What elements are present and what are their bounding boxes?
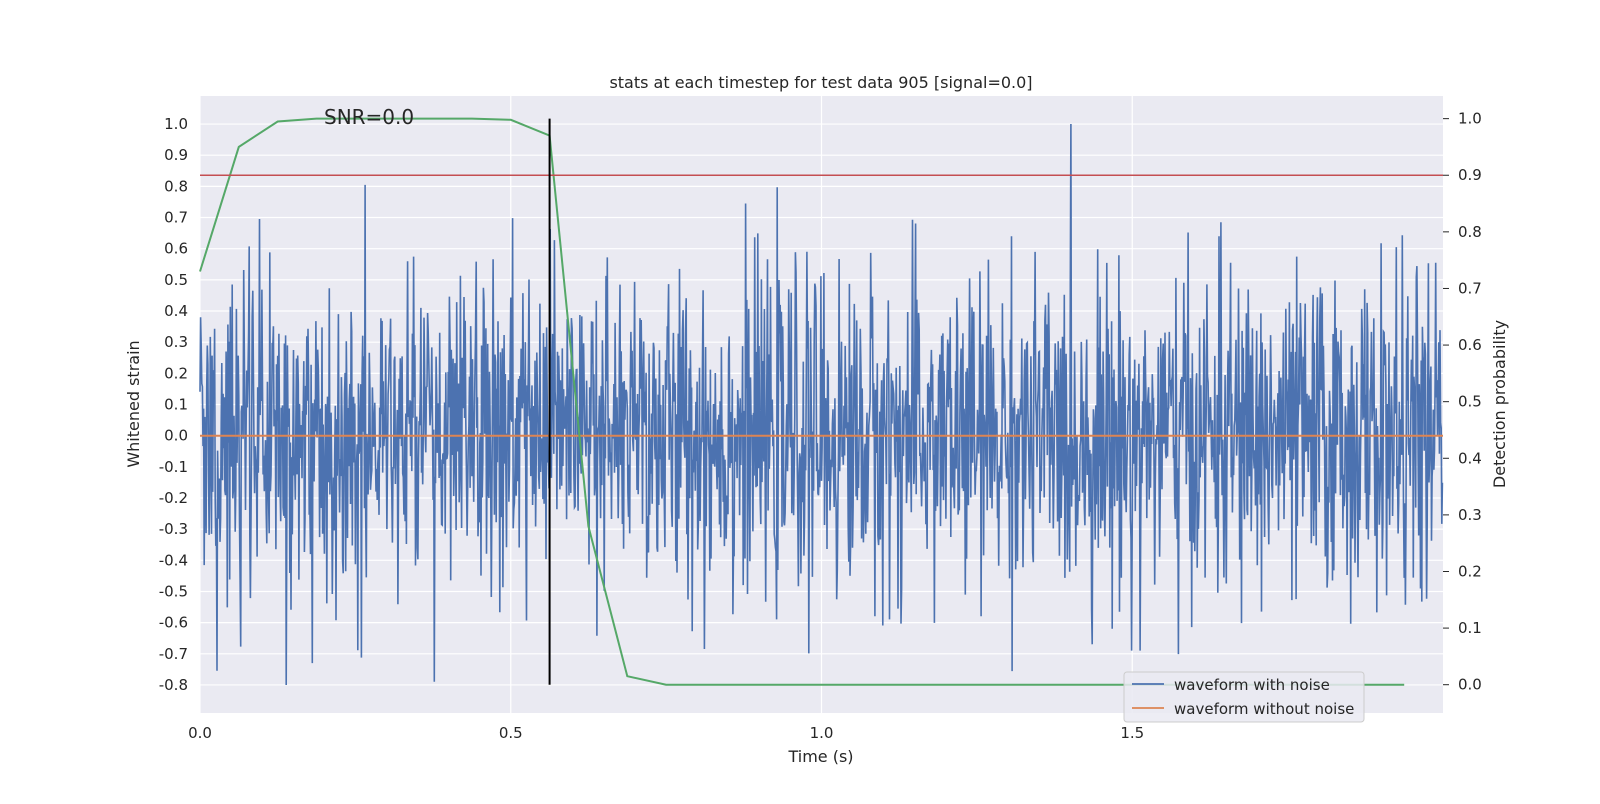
- right-axis-ticks: 1.0 0.9 0.8 0.7 0.6 0.5 0.4 0.3 0.2 0.1 0.0: [1443, 110, 1482, 694]
- left-tick-label: 0.1: [164, 396, 188, 414]
- right-tick-label: 1.0: [1458, 110, 1482, 128]
- series-detection-probability: [199, 117, 1405, 686]
- left-tick-label: -0.8: [159, 676, 188, 694]
- legend-label-clean: waveform without noise: [1174, 700, 1354, 718]
- left-tick-label: 0.2: [164, 364, 188, 382]
- x-axis-ticks: 0.0 0.5 1.0 1.5: [188, 724, 1144, 742]
- x-tick-label: 0.5: [499, 724, 523, 742]
- series-noisy-waveform: [199, 123, 1444, 686]
- left-tick-label: 1.0: [164, 115, 188, 133]
- right-tick-label: 0.9: [1458, 166, 1482, 184]
- x-tick-label: 1.5: [1120, 724, 1144, 742]
- left-tick-label: 0.8: [164, 177, 188, 195]
- left-tick-label: 0.9: [164, 146, 188, 164]
- left-tick-label: 0.4: [164, 302, 188, 320]
- chart-title: stats at each timestep for test data 905…: [609, 73, 1032, 92]
- right-tick-label: 0.2: [1458, 562, 1482, 580]
- x-tick-label: 1.0: [810, 724, 834, 742]
- right-tick-label: 0.0: [1458, 676, 1482, 694]
- right-tick-label: 0.5: [1458, 393, 1482, 411]
- series-layer: [199, 117, 1444, 686]
- right-tick-label: 0.3: [1458, 506, 1482, 524]
- left-tick-label: -0.3: [159, 520, 188, 538]
- left-tick-label: -0.6: [159, 614, 188, 632]
- right-tick-label: 0.6: [1458, 336, 1482, 354]
- right-tick-label: 0.7: [1458, 279, 1482, 297]
- x-axis-label: Time (s): [787, 747, 853, 766]
- right-tick-label: 0.1: [1458, 619, 1482, 637]
- left-tick-label: 0.3: [164, 333, 188, 351]
- left-tick-label: -0.1: [159, 458, 188, 476]
- left-tick-label: -0.2: [159, 489, 188, 507]
- legend-label-noise: waveform with noise: [1174, 676, 1330, 694]
- left-tick-label: -0.4: [159, 551, 188, 569]
- right-tick-label: 0.8: [1458, 223, 1482, 241]
- snr-annotation: SNR=0.0: [324, 105, 414, 129]
- left-tick-label: 0.5: [164, 271, 188, 289]
- left-tick-label: 0.7: [164, 209, 188, 227]
- legend: waveform with noise waveform without noi…: [1123, 671, 1365, 723]
- left-tick-label: -0.7: [159, 645, 188, 663]
- right-axis-label: Detection probability: [1490, 320, 1509, 488]
- left-axis-label: Whitened strain: [124, 340, 143, 467]
- right-tick-label: 0.4: [1458, 449, 1482, 467]
- legend-box: [1123, 671, 1365, 723]
- left-axis-ticks: 1.0 0.9 0.8 0.7 0.6 0.5 0.4 0.3 0.2 0.1 0.0 -0.1 -0.…: [159, 115, 188, 694]
- left-tick-label: -0.5: [159, 582, 188, 600]
- left-tick-label: 0.6: [164, 240, 188, 258]
- x-tick-label: 0.0: [188, 724, 212, 742]
- left-tick-label: 0.0: [164, 427, 188, 445]
